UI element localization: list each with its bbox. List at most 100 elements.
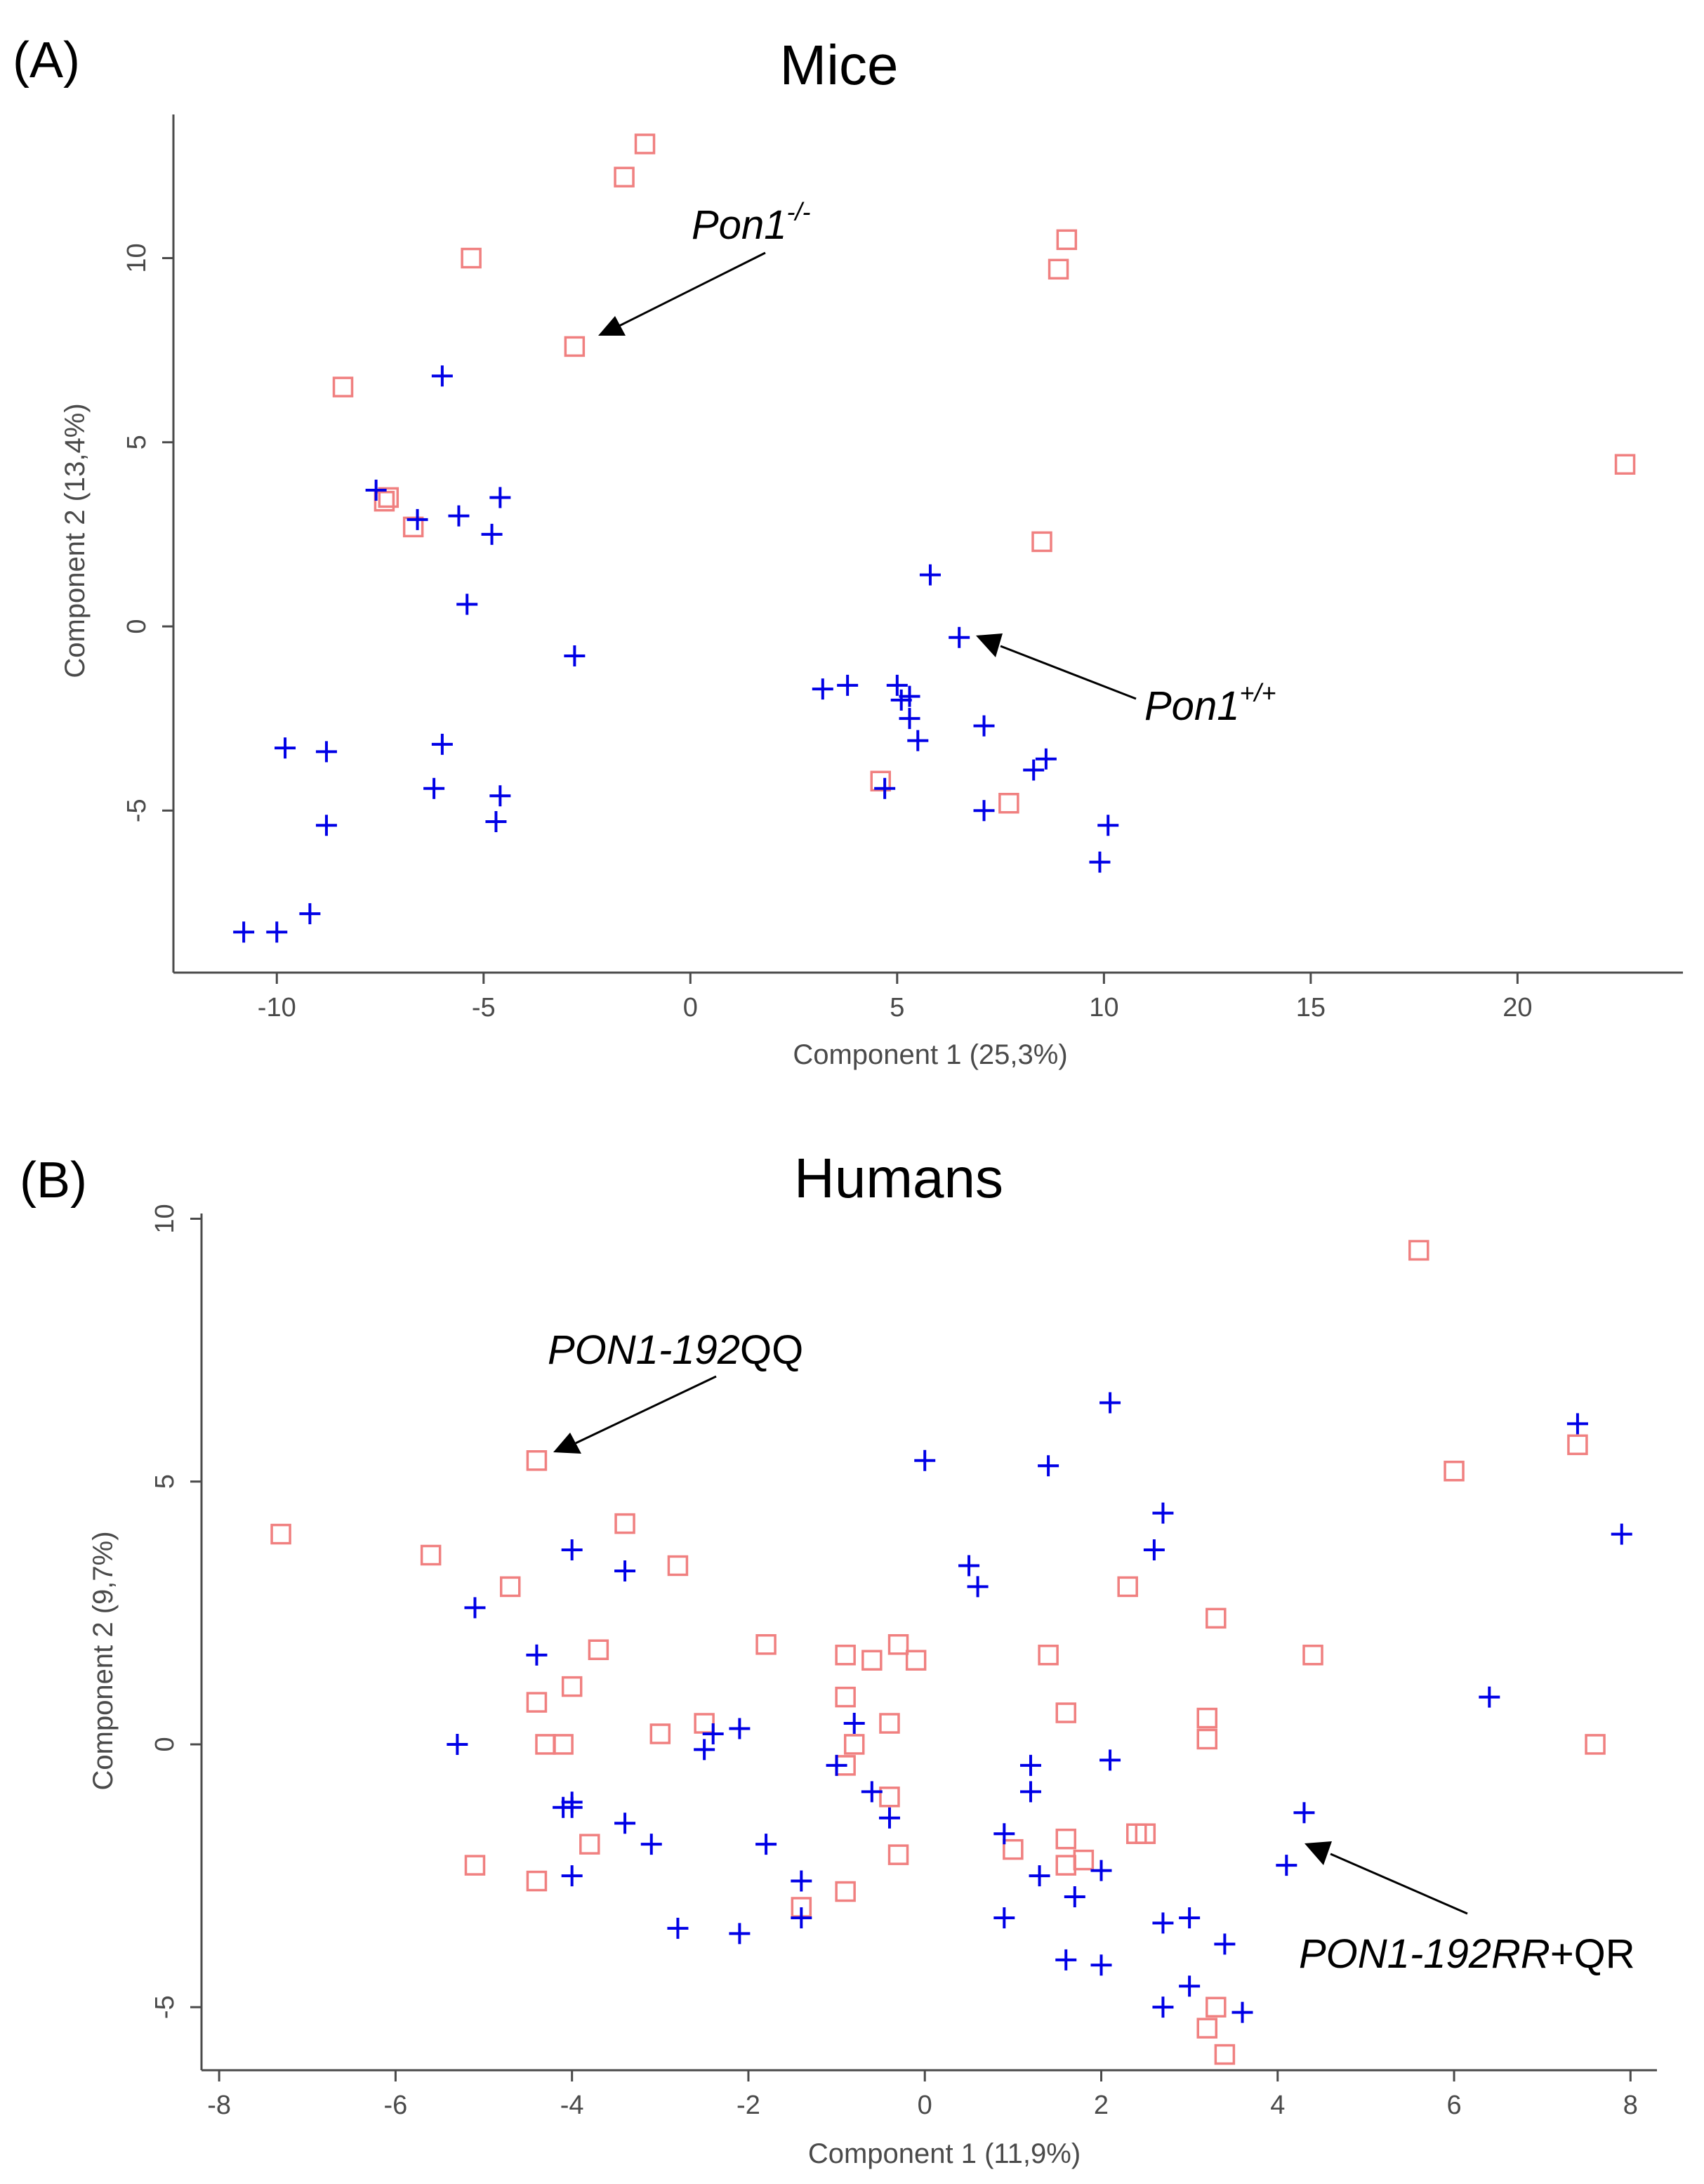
data-point-plus [729,1718,751,1739]
panel-b-arrow-rr-qr [1330,1853,1468,1915]
data-point-plus [1090,1954,1112,1976]
panel-a: (A) Mice -10 -5 0 5 10 15 20 -5 0 5 10 Component … [13,32,1683,1070]
data-point-plus [564,645,586,666]
panel-a-arrowhead-wildtype [976,633,1003,657]
data-point-square [1196,2018,1218,2039]
x-tick-label: -2 [737,2091,760,2120]
panel-a-annotation-knockout: Pon1-/- [692,197,810,248]
data-point-square [270,1523,291,1545]
data-point-plus [561,1539,583,1561]
data-point-square [634,133,656,154]
data-point-plus [949,626,970,648]
annotation-qq-italic: PON1-192 [548,1327,740,1373]
data-point-square [1206,1607,1227,1629]
panel-b-y-axis-label: Component 2 (9,7%) [88,1531,119,1790]
data-point-plus [694,1739,715,1761]
data-point-square [667,1555,689,1577]
data-point-plus [837,674,859,696]
y-tick-label: 10 [150,1204,180,1233]
data-point-square [1444,1460,1465,1482]
data-point-square [535,1734,556,1755]
data-point-square [420,1544,442,1566]
data-point-square [1585,1734,1606,1755]
data-point-square [461,247,482,269]
data-point-square [1196,1728,1218,1750]
panel-b-y-ticks: -5 0 5 10 [150,1204,202,2019]
data-point-square [499,1576,521,1598]
data-point-plus [1099,1749,1121,1771]
data-point-plus [1179,1975,1201,1997]
data-point-square [564,336,586,357]
data-point-plus [485,810,507,832]
panel-a-arrow-wildtype [1000,645,1137,700]
data-point-square [1117,1576,1138,1598]
panel-b-annotation-rr-qr: PON1-192RR+QR [1299,1931,1635,1977]
data-point-plus [1090,1860,1112,1881]
data-point-plus [1479,1686,1500,1708]
data-point-plus [874,777,896,799]
panel-a-title: Mice [780,34,899,96]
data-point-square [526,1870,548,1892]
x-tick-label: 2 [1094,2091,1109,2120]
panel-a-x-axis-label: Component 1 (25,3%) [793,1039,1067,1070]
x-tick-label: 8 [1623,2091,1638,2120]
data-point-square [614,166,635,188]
data-point-plus [1566,1413,1588,1435]
annotation-knockout-superscript: -/- [786,197,810,226]
data-point-square [1031,531,1052,553]
data-point-plus [640,1834,662,1855]
data-point-square [1056,229,1078,251]
data-point-plus [919,564,941,586]
annotation-knockout-gene: Pon1 [692,202,786,248]
x-tick-label: -8 [207,2091,231,2120]
data-point-square [694,1713,715,1734]
data-point-plus [993,1907,1015,1928]
data-point-plus [614,1560,636,1581]
data-point-square [526,1450,548,1471]
data-point-square [755,1633,777,1655]
data-point-plus [1023,759,1045,781]
data-point-plus [407,508,428,530]
data-point-square [1408,1239,1429,1261]
panel-a-points [233,133,1636,943]
data-point-plus [843,1713,865,1735]
panel-b: (B) Humans -8 -6 -4 -2 0 2 4 6 8 -5 0 5 10 Componen… [20,1147,1657,2169]
data-point-square [614,1513,635,1534]
data-point-plus [315,815,337,836]
data-point-plus [456,593,478,615]
x-tick-label: 15 [1296,993,1326,1022]
data-point-square [887,1633,909,1655]
data-point-plus [1152,1996,1174,2018]
data-point-plus [886,674,908,696]
data-point-square [1567,1434,1588,1456]
data-point-plus [561,1791,583,1813]
data-point-square [887,1844,909,1865]
data-point-plus [431,733,453,755]
data-point-plus [899,685,920,707]
data-point-square [1073,1849,1095,1871]
panel-b-title: Humans [794,1147,1003,1209]
data-point-plus [1064,1886,1085,1908]
data-point-plus [266,921,288,943]
data-point-plus [315,741,337,763]
panel-a-arrow-knockout [617,251,766,328]
data-point-plus [1038,1455,1059,1477]
panel-a-y-ticks: -5 0 5 10 [122,243,173,822]
data-point-plus [561,1865,583,1887]
data-point-plus [791,1870,812,1892]
data-point-square [879,1713,900,1734]
data-point-square [1614,454,1636,475]
data-point-plus [464,1597,486,1619]
data-point-plus [1089,851,1111,873]
data-point-plus [1097,815,1119,836]
data-point-plus [967,1576,989,1598]
data-point-plus [614,1813,636,1834]
annotation-rr-italic: PON1-192RR [1299,1931,1550,1977]
data-point-plus [702,1723,724,1744]
data-point-square [879,1787,900,1808]
data-point-plus [365,479,387,501]
data-point-plus [526,1644,548,1666]
data-point-square [1038,1644,1059,1666]
data-point-square [526,1692,548,1713]
y-tick-label: 10 [122,243,152,272]
